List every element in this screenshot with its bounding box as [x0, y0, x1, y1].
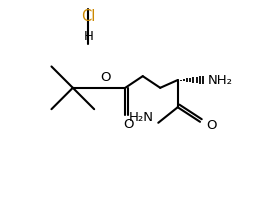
Text: O: O [206, 119, 216, 132]
Text: Cl: Cl [81, 9, 96, 24]
Text: NH₂: NH₂ [208, 73, 233, 86]
Text: O: O [100, 71, 111, 84]
Text: H₂N: H₂N [128, 112, 153, 125]
Text: H: H [83, 30, 93, 43]
Text: O: O [123, 118, 133, 131]
